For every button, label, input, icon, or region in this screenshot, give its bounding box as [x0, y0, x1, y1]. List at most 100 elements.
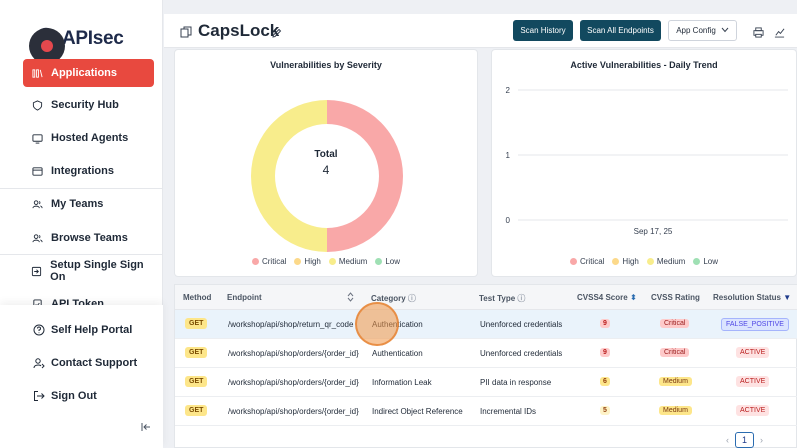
sidebar: APIsec Applications Security Hub Hosted …: [0, 0, 163, 448]
score-badge: 9: [600, 348, 610, 357]
bottom-item-label: Contact Support: [51, 357, 138, 369]
next-page-icon[interactable]: ›: [760, 435, 764, 445]
legend-label: Low: [385, 257, 401, 266]
score-badge: 9: [600, 319, 610, 328]
users-icon: [31, 198, 43, 210]
col-method[interactable]: Method: [183, 293, 212, 302]
col-category[interactable]: Category ⓘ: [371, 293, 416, 304]
monitor-icon: [31, 132, 43, 144]
nav-divider: [0, 254, 163, 255]
sidebar-item-label: Applications: [51, 67, 118, 79]
legend-item-low[interactable]: Low: [693, 257, 718, 266]
legend-item-high[interactable]: High: [612, 257, 639, 266]
score-badge: 6: [600, 377, 610, 386]
app-config-dropdown[interactable]: App Config: [668, 20, 737, 41]
table-row[interactable]: GET /workshop/api/shop/return_qr_code Au…: [175, 310, 797, 339]
legend-label: Critical: [579, 257, 605, 266]
help-circle-icon: [33, 324, 45, 336]
legend-label: Low: [703, 257, 719, 266]
col-category-label: Category: [371, 294, 406, 303]
edit-pencil-icon[interactable]: [272, 25, 282, 38]
test-type-cell: Unenforced credentials: [480, 320, 563, 329]
sidebar-item-my-teams[interactable]: My Teams: [23, 190, 154, 218]
severity-donut-chart: [251, 100, 403, 252]
sidebar-item-browse-teams[interactable]: Browse Teams: [23, 224, 154, 252]
nav-divider: [0, 188, 163, 189]
test-type-cell: Incremental IDs: [480, 407, 537, 416]
status-badge: ACTIVE: [736, 347, 770, 358]
users-icon: [31, 232, 43, 244]
legend-item-critical[interactable]: Critical: [251, 257, 287, 266]
col-status-label: Resolution Status: [713, 293, 782, 302]
table-row[interactable]: GET /workshop/api/shop/orders/{order_id}…: [175, 339, 797, 368]
scan-history-button[interactable]: Scan History: [513, 20, 573, 41]
table-header: Method Endpoint Category ⓘ Test Type ⓘ C…: [175, 285, 797, 310]
legend-item-medium[interactable]: Medium: [328, 257, 368, 266]
rating-badge: Critical: [660, 348, 690, 357]
endpoint-cell: /workshop/api/shop/return_qr_code: [228, 320, 354, 329]
status-badge: ACTIVE: [736, 376, 770, 387]
collapse-sidebar-icon[interactable]: [140, 420, 152, 432]
legend-item-high[interactable]: High: [294, 257, 321, 266]
trend-chart-title: Active Vulnerabilities - Daily Trend: [570, 60, 718, 70]
col-cvss4-score[interactable]: CVSS4 Score ⬍: [577, 293, 637, 302]
table-row[interactable]: GET /workshop/api/shop/orders/{order_id}…: [175, 397, 797, 426]
col-cvss4-label: CVSS4 Score: [577, 293, 628, 302]
col-resolution-status[interactable]: Resolution Status ▼: [713, 293, 791, 302]
legend-item-medium[interactable]: Medium: [646, 257, 686, 266]
info-icon: ⓘ: [517, 294, 526, 303]
bottom-item-label: Sign Out: [51, 390, 97, 402]
sort-icon[interactable]: [347, 292, 354, 304]
support-icon: [33, 357, 45, 369]
sign-out-icon: [33, 390, 45, 402]
sidebar-item-label: Integrations: [51, 165, 114, 177]
donut-slice-critical[interactable]: [327, 100, 403, 252]
endpoint-cell: /workshop/api/shop/orders/{order_id}: [228, 349, 359, 358]
app-config-label: App Config: [676, 26, 716, 35]
test-type-cell: PII data in response: [480, 378, 552, 387]
prev-page-icon[interactable]: ‹: [726, 435, 729, 445]
self-help-portal-link[interactable]: Self Help Portal: [33, 320, 132, 340]
click-highlight: [355, 302, 399, 346]
scan-all-endpoints-button[interactable]: Scan All Endpoints: [580, 20, 661, 41]
trend-line-chart: 0 1 2 Sep 17, 25: [506, 86, 788, 236]
category-cell: Indirect Object Reference: [372, 407, 463, 416]
legend-item-critical[interactable]: Critical: [569, 257, 605, 266]
y-tick-label: 2: [506, 86, 511, 95]
sidebar-item-security-hub[interactable]: Security Hub: [23, 91, 154, 119]
sidebar-item-integrations[interactable]: Integrations: [23, 157, 154, 185]
analytics-icon[interactable]: [774, 25, 785, 38]
sort-icon: ⬍: [629, 293, 637, 302]
donut-center-value: 4: [322, 163, 330, 177]
donut-slice-medium[interactable]: [251, 100, 327, 252]
col-cvss-rating[interactable]: CVSS Rating: [651, 293, 700, 302]
legend-label: Medium: [338, 257, 368, 266]
sidebar-item-label: Security Hub: [51, 99, 119, 111]
severity-chart-title: Vulnerabilities by Severity: [270, 60, 382, 70]
sidebar-item-setup-sso[interactable]: Setup Single Sign On: [23, 257, 154, 285]
trend-chart-card: Active Vulnerabilities - Daily Trend 0 1 2…: [491, 49, 797, 277]
legend-label: Medium: [656, 257, 686, 266]
legend-label: Critical: [261, 257, 287, 266]
status-badge: ACTIVE: [736, 405, 770, 416]
sidebar-item-applications[interactable]: Applications: [23, 59, 154, 87]
col-test-type[interactable]: Test Type ⓘ: [479, 293, 525, 304]
rating-badge: Medium: [659, 406, 692, 415]
applications-icon: [31, 67, 43, 79]
x-tick-label: Sep 17, 25: [634, 227, 673, 236]
window-icon: [31, 165, 43, 177]
sign-out-link[interactable]: Sign Out: [33, 386, 97, 406]
printer-icon[interactable]: [753, 25, 764, 38]
legend-item-low[interactable]: Low: [375, 257, 400, 266]
logo-text: APIsec: [62, 28, 124, 49]
sidebar-item-hosted-agents[interactable]: Hosted Agents: [23, 124, 154, 152]
rating-badge: Critical: [660, 319, 690, 328]
col-endpoint[interactable]: Endpoint: [227, 293, 262, 302]
copy-icon[interactable]: [180, 25, 192, 38]
chevron-down-icon: [721, 26, 729, 35]
page-number-button[interactable]: 1: [735, 432, 755, 448]
table-row[interactable]: GET /workshop/api/shop/orders/{order_id}…: [175, 368, 797, 397]
info-icon: ⓘ: [407, 294, 416, 303]
contact-support-link[interactable]: Contact Support: [33, 353, 137, 373]
sidebar-item-label: Hosted Agents: [51, 132, 129, 144]
